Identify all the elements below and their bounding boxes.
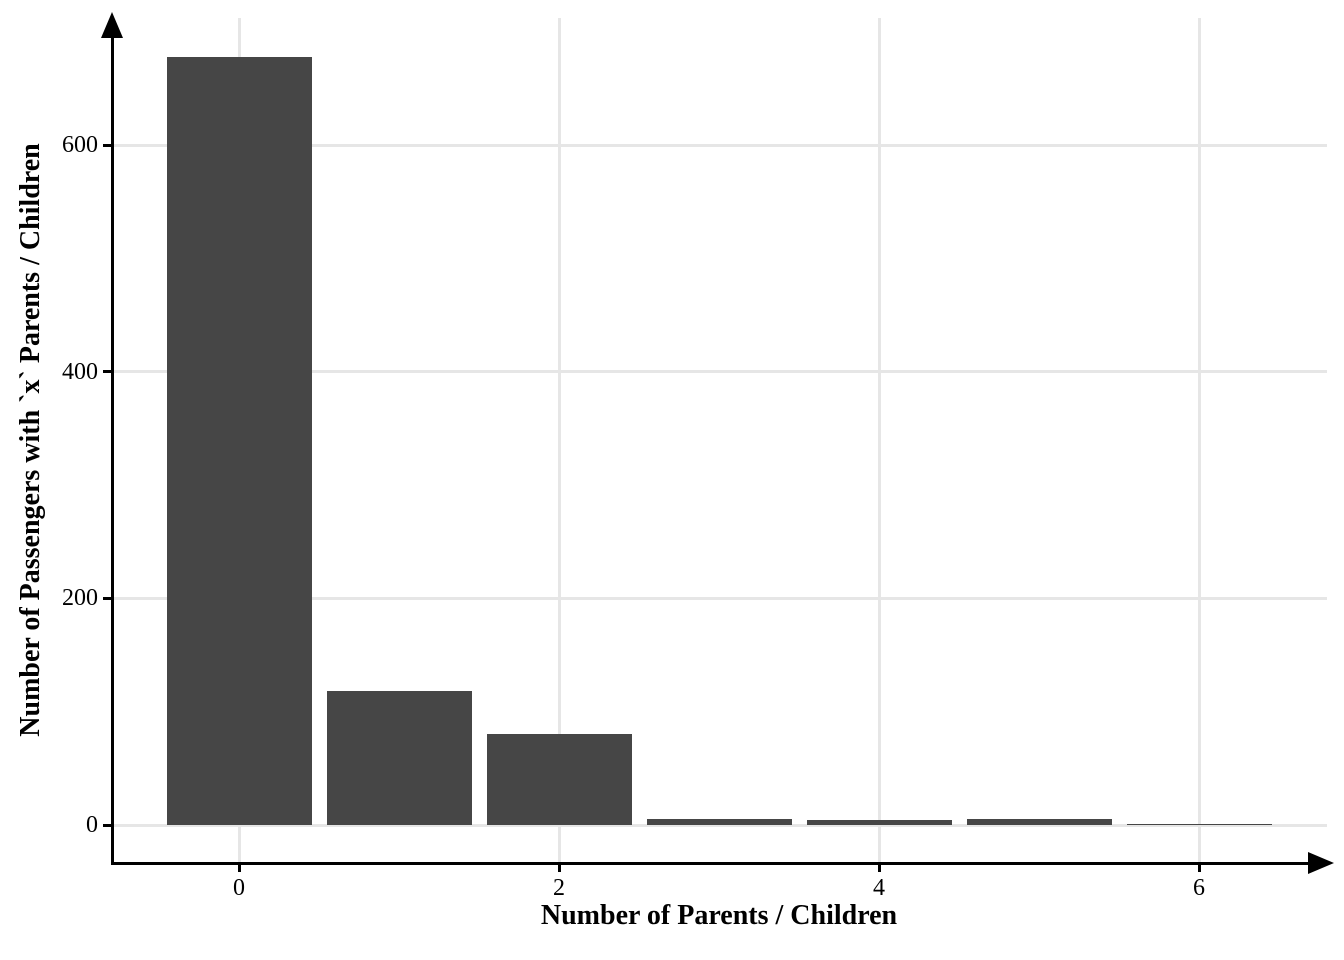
x-tick-label-2: 2 xyxy=(553,875,565,901)
y-tick-200 xyxy=(103,596,112,600)
y-gridline-200 xyxy=(112,596,1327,600)
y-tick-label-0: 0 xyxy=(86,812,98,838)
x-gridline-4 xyxy=(877,18,881,863)
bar-x2 xyxy=(486,734,632,825)
x-tick-2 xyxy=(557,863,561,872)
y-gridline-600 xyxy=(112,143,1327,147)
x-tick-label-0: 0 xyxy=(233,875,245,901)
y-axis-arrow-icon xyxy=(101,12,123,38)
x-tick-0 xyxy=(237,863,241,872)
x-tick-4 xyxy=(877,863,881,872)
bar-x1 xyxy=(326,691,472,825)
x-axis-title: Number of Parents / Children xyxy=(540,900,898,931)
y-tick-label-200: 200 xyxy=(62,585,98,612)
bar-x4 xyxy=(806,820,952,825)
bar-x3 xyxy=(646,819,792,825)
x-axis-arrow-icon xyxy=(1308,852,1334,874)
y-gridline-400 xyxy=(112,370,1327,374)
bar-x0 xyxy=(166,56,312,825)
y-tick-0 xyxy=(103,823,112,827)
x-axis-line xyxy=(110,861,1311,865)
y-tick-label-400: 400 xyxy=(62,358,98,385)
x-tick-6 xyxy=(1197,863,1201,872)
y-gridline-0 xyxy=(112,823,1327,827)
bar-x5 xyxy=(966,819,1112,825)
x-gridline-6 xyxy=(1197,18,1201,863)
y-axis-line xyxy=(110,30,114,864)
x-tick-label-4: 4 xyxy=(873,875,885,901)
x-tick-label-6: 6 xyxy=(1193,875,1205,901)
y-tick-400 xyxy=(103,370,112,374)
y-tick-label-600: 600 xyxy=(62,132,98,158)
y-axis-title: Number of Passengers with `x` Parents / … xyxy=(15,143,46,737)
y-tick-600 xyxy=(103,143,112,147)
x-gridline-2 xyxy=(557,18,561,863)
bar-x6 xyxy=(1126,823,1272,825)
